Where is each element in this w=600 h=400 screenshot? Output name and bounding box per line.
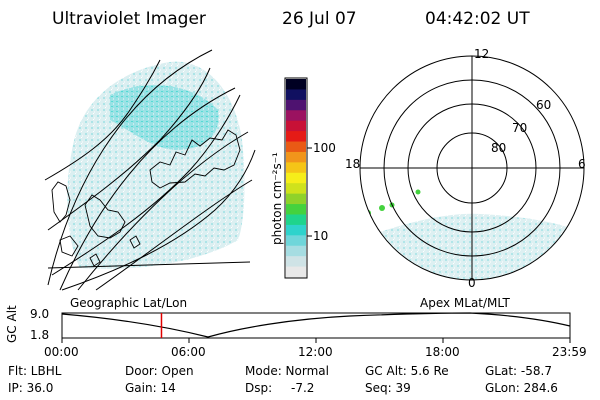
colorbar-swatch bbox=[286, 162, 306, 174]
colorbar-unit-label: photon cm⁻²s⁻¹ bbox=[270, 152, 284, 245]
timeline-ytick-low: 1.8 bbox=[30, 328, 50, 342]
polar-emission-region bbox=[360, 189, 580, 280]
emission-spot bbox=[379, 205, 385, 211]
dsp-value: -7.2 bbox=[291, 381, 315, 395]
mode-status: Mode: Normal bbox=[245, 364, 329, 378]
colorbar-swatch bbox=[286, 193, 306, 205]
mlat-label-80: 80 bbox=[491, 141, 507, 155]
door-status: Door: Open bbox=[125, 364, 194, 378]
colorbar-swatch bbox=[286, 99, 306, 111]
colorbar-swatch bbox=[286, 183, 306, 195]
mlat-label-70: 70 bbox=[512, 121, 528, 135]
colorbar-swatch bbox=[286, 120, 306, 132]
colorbar-tick-100: 100 bbox=[313, 141, 336, 155]
geographic-map bbox=[44, 49, 256, 291]
colorbar-swatch bbox=[286, 256, 306, 268]
mlat-label-60: 60 bbox=[536, 98, 552, 112]
polar-plot bbox=[359, 55, 585, 281]
sequence-status: Seq: 39 bbox=[365, 381, 411, 395]
timeline-xtick-1200: 12:00 bbox=[298, 345, 333, 359]
time-readout: 04:42:02 UT bbox=[425, 9, 530, 29]
emission-spot bbox=[415, 189, 421, 195]
colorbar-swatch bbox=[286, 172, 306, 184]
colorbar-swatch bbox=[286, 245, 306, 257]
colorbar-swatch bbox=[286, 266, 306, 278]
colorbar-swatch bbox=[286, 224, 306, 236]
colorbar-swatch bbox=[286, 110, 306, 122]
dsp-label: Dsp: bbox=[245, 381, 273, 395]
colorbar-swatch bbox=[286, 89, 306, 101]
colorbar-tick-10: 10 bbox=[313, 229, 329, 243]
timeline-xtick-1800: 18:00 bbox=[425, 345, 460, 359]
timeline-xtick-2359: 23:59 bbox=[552, 345, 587, 359]
filter-status: Flt: LBHL bbox=[8, 364, 62, 378]
timeline-xtick-0000: 00:00 bbox=[44, 345, 79, 359]
app-title: Ultraviolet Imager bbox=[52, 9, 206, 29]
gc-alt-status: GC Alt: 5.6 Re bbox=[365, 364, 449, 378]
mlt-label-6: 6 bbox=[578, 157, 586, 171]
colorbar-swatch bbox=[286, 131, 306, 143]
apex-caption: Apex MLat/MLT bbox=[420, 296, 510, 310]
geographic-caption: Geographic Lat/Lon bbox=[70, 296, 188, 310]
colorbar-swatch bbox=[286, 141, 306, 153]
glat-status: GLat: -58.7 bbox=[485, 364, 552, 378]
mlt-label-0: 0 bbox=[468, 276, 476, 290]
timeline-xtick-0600: 06:00 bbox=[171, 345, 206, 359]
orbit-timeline bbox=[61, 312, 571, 343]
gain-status: Gain: 14 bbox=[125, 381, 176, 395]
timeline-ytick-high: 9.0 bbox=[30, 307, 50, 321]
emission-spot bbox=[360, 214, 363, 220]
colorbar-swatch bbox=[286, 214, 306, 226]
mlt-label-12: 12 bbox=[474, 47, 490, 61]
glon-status: GLon: 284.6 bbox=[485, 381, 558, 395]
timeline-ylabel: GC Alt bbox=[5, 305, 19, 343]
colorbar-swatch bbox=[286, 79, 306, 90]
mlt-label-18: 18 bbox=[345, 157, 361, 171]
altitude-curve bbox=[61, 312, 571, 338]
colorbar-swatch bbox=[286, 235, 306, 247]
colorbar-swatch bbox=[286, 204, 306, 215]
date-readout: 26 Jul 07 bbox=[282, 9, 357, 29]
ip-status: IP: 36.0 bbox=[8, 381, 54, 395]
colorbar bbox=[284, 77, 312, 279]
colorbar-swatch bbox=[286, 151, 306, 163]
